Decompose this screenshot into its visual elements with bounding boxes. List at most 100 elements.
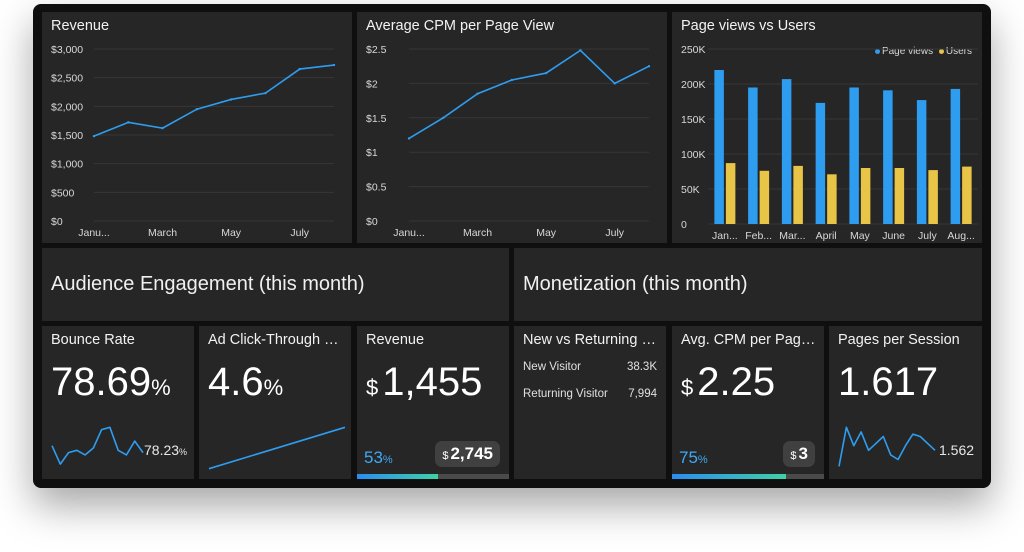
x-tick-label: Janu... [78, 227, 110, 239]
revenue-kpi-percent-unit: % [382, 454, 393, 466]
cpm-point [613, 82, 616, 85]
ad-ctr-number: 4.6 [208, 360, 264, 404]
ad-ctr-unit: % [263, 375, 284, 400]
page-views-bar [849, 87, 859, 224]
legend-page-views: Page views [881, 46, 934, 57]
avg-cpm-tile[interactable]: Avg. CPM per Page ... $2.25 75% $3 [672, 326, 824, 479]
page-views-bar [714, 70, 724, 224]
sparkline-path [208, 426, 346, 470]
revenue-point [161, 126, 164, 130]
revenue-point [127, 121, 130, 124]
avg-cpm-progress-track [672, 474, 824, 479]
x-tick-label: May [850, 230, 871, 242]
revenue-target-value: 2,745 [450, 444, 493, 463]
bounce-rate-tile[interactable]: Bounce Rate 78.69% 78.23% [42, 326, 194, 479]
sparkline-path [838, 426, 936, 467]
revenue-kpi-title: Revenue [366, 332, 425, 348]
revenue-kpi-currency: $ [366, 375, 379, 400]
revenue-point [332, 63, 336, 67]
returning-visitor-label: Returning Visitor [523, 388, 608, 400]
revenue-kpi-target-badge: $2,745 [435, 441, 500, 467]
legend-users: Users [945, 46, 972, 57]
avg-cpm-percent-number: 75 [679, 448, 698, 467]
y-tick-label: $2.5 [366, 44, 387, 56]
y-tick-label: $2,000 [51, 101, 83, 113]
y-tick-label: 50K [681, 184, 700, 196]
monetization-title: Monetization (this month) [523, 273, 748, 295]
pages-per-session-title: Pages per Session [838, 332, 960, 348]
x-tick-label: Feb... [745, 230, 772, 242]
avg-cpm-number: 2.25 [697, 360, 776, 404]
pages-spark-value: 1.562 [939, 442, 975, 458]
revenue-line-chart: $0 $500 $1,000 $1,500 $2,000 $2,500 $3,000 Janu… [51, 44, 336, 239]
avg-cpm-progress-fill [672, 474, 786, 479]
revenue-chart-tile[interactable]: Revenue $0 $500 $1,000 $1,500 $2,000 $2,500 $3… [42, 12, 352, 243]
list-item: New Visitor 38.3K [523, 361, 657, 373]
x-tick-label: Janu... [393, 227, 425, 239]
monetization-header: Monetization (this month) [514, 248, 982, 321]
pageviews-users-tile[interactable]: Page views vs Users Page views Users 0 50… [672, 12, 982, 243]
y-tick-label: 150K [681, 114, 706, 126]
y-tick-label: 250K [681, 44, 706, 56]
x-tick-label: Jan... [712, 230, 738, 242]
sparkline-path [51, 426, 144, 465]
pages-per-session-sparkline [838, 426, 936, 467]
x-tick-label: May [221, 227, 242, 239]
audience-engagement-title: Audience Engagement (this month) [51, 273, 365, 295]
y-tick-label: $1,500 [51, 130, 83, 142]
revenue-point [298, 67, 301, 71]
avg-cpm-target-value: 3 [798, 444, 808, 463]
x-tick-label: Mar... [779, 230, 805, 242]
revenue-kpi-number: 1,455 [382, 360, 483, 404]
revenue-point [92, 134, 96, 138]
revenue-kpi-tile[interactable]: Revenue $1,455 53% $2,745 [357, 326, 509, 479]
ad-ctr-title: Ad Click-Through R... [208, 332, 345, 348]
page-views-bar [883, 90, 893, 224]
new-vs-returning-tile[interactable]: New vs Returning U... New Visitor 38.3K R… [514, 326, 666, 479]
users-bar [725, 163, 736, 224]
page-views-bar [815, 102, 826, 224]
bounce-spark-value: 78.23% [144, 442, 187, 458]
avg-cpm-currency: $ [681, 375, 694, 400]
page-views-bar [950, 88, 961, 225]
list-item: Returning Visitor 7,994 [523, 388, 657, 400]
page-views-bar [748, 87, 758, 224]
avg-cpm-value: $2.25 [681, 360, 775, 405]
y-tick-label: 100K [681, 149, 706, 161]
y-tick-label: 200K [681, 79, 706, 91]
y-tick-label: 0 [681, 219, 687, 231]
cpm-point [510, 78, 514, 82]
revenue-point [195, 108, 199, 111]
ad-ctr-tile[interactable]: Ad Click-Through R... 4.6% [199, 326, 351, 479]
page-views-bar [781, 79, 792, 224]
users-bar [793, 165, 803, 224]
users-bar [928, 170, 938, 224]
cpm-point [544, 71, 548, 75]
audience-engagement-header: Audience Engagement (this month) [42, 248, 509, 321]
cpm-point [647, 65, 651, 68]
avg-cpm-target-currency: $ [790, 450, 797, 462]
x-tick-label: April [816, 230, 837, 242]
ad-ctr-value: 4.6% [208, 360, 283, 405]
y-tick-label: $1.5 [366, 113, 387, 125]
new-visitor-value: 38.3K [626, 361, 657, 373]
revenue-point [264, 91, 267, 95]
cpm-point [442, 116, 445, 120]
bounce-rate-title: Bounce Rate [51, 332, 135, 348]
chart-legend: Page views Users [874, 46, 972, 57]
revenue-kpi-percent-number: 53 [364, 448, 383, 467]
revenue-progress-track [357, 474, 509, 479]
avg-cpm-target-badge: $3 [783, 441, 815, 467]
pages-per-session-tile[interactable]: Pages per Session 1.617 1.562 [829, 326, 982, 479]
users-bar [860, 168, 871, 224]
bounce-rate-unit: % [151, 375, 171, 400]
cpm-chart-tile[interactable]: Average CPM per Page View $0 $0.5 $1 $1.5 $2… [357, 12, 667, 243]
y-tick-label: $0.5 [366, 182, 387, 194]
new-visitor-label: New Visitor [523, 361, 581, 373]
series-line [408, 49, 650, 140]
revenue-kpi-value: $1,455 [366, 360, 482, 405]
users-bar [962, 166, 972, 224]
cpm-line-chart: $0 $0.5 $1 $1.5 $2 $2.5 Janu... March May July [366, 44, 651, 239]
page-views-bar [916, 100, 927, 224]
pages-per-session-value: 1.617 [838, 360, 939, 404]
